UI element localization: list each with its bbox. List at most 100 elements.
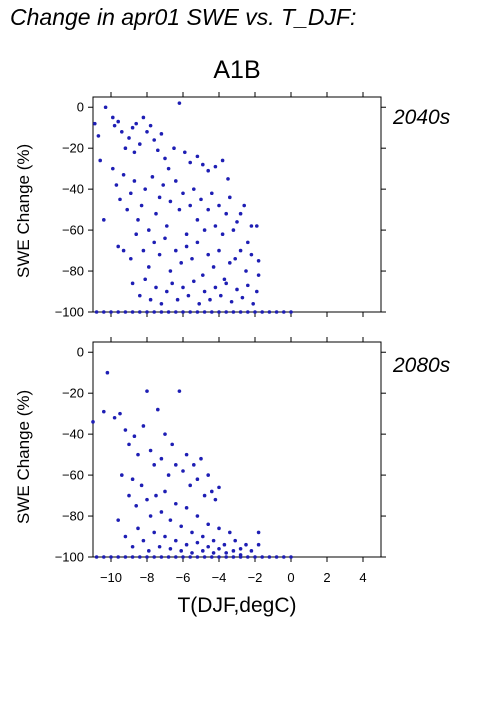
data-point bbox=[231, 310, 236, 314]
data-point bbox=[210, 489, 214, 494]
data-point bbox=[138, 555, 142, 559]
data-point bbox=[192, 187, 196, 191]
data-point bbox=[130, 281, 135, 286]
data-point bbox=[224, 281, 228, 286]
data-point bbox=[217, 526, 221, 531]
data-point bbox=[206, 168, 210, 173]
data-point bbox=[246, 283, 250, 288]
data-point bbox=[195, 540, 200, 545]
data-point bbox=[217, 203, 221, 208]
data-point bbox=[102, 218, 106, 222]
data-point bbox=[147, 228, 151, 232]
data-point bbox=[145, 555, 149, 559]
data-point bbox=[201, 273, 205, 277]
data-point bbox=[246, 240, 250, 245]
data-point bbox=[210, 310, 214, 314]
data-point bbox=[152, 240, 156, 245]
data-point bbox=[267, 310, 272, 314]
data-point bbox=[188, 483, 192, 488]
panel-label-2040s: 2040s bbox=[393, 106, 451, 129]
data-point bbox=[222, 277, 227, 282]
data-point bbox=[195, 477, 200, 481]
data-point bbox=[254, 289, 259, 294]
data-point bbox=[244, 269, 248, 273]
data-point bbox=[181, 469, 185, 473]
data-point bbox=[141, 115, 146, 120]
data-point bbox=[123, 146, 128, 150]
data-point bbox=[177, 207, 182, 212]
data-point bbox=[161, 183, 165, 187]
data-point bbox=[163, 236, 167, 241]
data-point bbox=[184, 244, 189, 249]
data-point bbox=[202, 228, 207, 232]
data-point bbox=[177, 389, 182, 393]
data-point bbox=[94, 555, 99, 559]
data-point bbox=[238, 310, 243, 314]
data-point bbox=[246, 310, 250, 314]
data-point bbox=[231, 555, 236, 559]
data-point bbox=[165, 289, 169, 294]
data-point bbox=[112, 415, 117, 420]
data-point bbox=[244, 542, 248, 547]
data-point bbox=[249, 252, 254, 257]
data-point bbox=[168, 269, 173, 273]
y-tick-label: −40 bbox=[62, 427, 84, 442]
plot-frame-1 bbox=[92, 341, 382, 558]
data-point bbox=[116, 555, 120, 559]
data-point bbox=[260, 555, 265, 559]
data-point bbox=[121, 248, 126, 253]
data-point bbox=[256, 530, 261, 535]
data-point bbox=[138, 310, 142, 314]
data-point bbox=[168, 547, 173, 551]
data-point bbox=[274, 310, 279, 314]
y-tick-label: −20 bbox=[62, 141, 84, 156]
data-point bbox=[184, 232, 189, 236]
data-point bbox=[206, 522, 210, 527]
y-tick-label: −60 bbox=[62, 468, 84, 483]
data-point bbox=[220, 158, 225, 163]
data-point bbox=[202, 310, 207, 314]
data-point bbox=[154, 285, 158, 290]
data-point bbox=[233, 256, 237, 261]
data-point bbox=[267, 555, 272, 559]
data-point bbox=[192, 463, 196, 467]
data-point bbox=[141, 538, 146, 543]
data-point bbox=[134, 504, 138, 508]
data-point bbox=[159, 132, 164, 136]
data-point bbox=[166, 473, 171, 477]
data-point bbox=[145, 389, 149, 393]
data-point bbox=[174, 501, 178, 506]
data-point bbox=[195, 240, 200, 245]
data-point bbox=[129, 191, 133, 196]
scenario-label: A1B bbox=[213, 56, 261, 84]
x-tick-label: −10 bbox=[100, 570, 122, 585]
data-point bbox=[274, 555, 279, 559]
data-point bbox=[123, 310, 128, 314]
panel-label-2080s: 2080s bbox=[393, 354, 451, 377]
y-tick-label: −100 bbox=[55, 550, 84, 565]
data-point bbox=[206, 473, 210, 477]
data-point bbox=[174, 310, 178, 314]
data-point bbox=[127, 136, 131, 140]
data-point bbox=[136, 526, 140, 531]
data-point bbox=[152, 530, 156, 535]
y-tick-label: 0 bbox=[77, 345, 84, 360]
data-point bbox=[217, 547, 221, 551]
data-point bbox=[134, 232, 138, 236]
data-point bbox=[190, 256, 194, 261]
data-point bbox=[253, 555, 257, 559]
data-point bbox=[98, 158, 102, 163]
data-point bbox=[224, 211, 228, 216]
data-point bbox=[199, 197, 203, 202]
data-point bbox=[136, 452, 140, 457]
x-axis-label: T(DJF,degC) bbox=[177, 594, 297, 617]
data-point bbox=[111, 166, 115, 171]
data-point bbox=[109, 555, 113, 559]
data-point bbox=[175, 297, 180, 302]
data-point bbox=[195, 514, 200, 518]
data-point bbox=[125, 207, 129, 212]
data-point bbox=[211, 538, 216, 543]
data-point bbox=[174, 538, 178, 543]
data-point bbox=[130, 310, 135, 314]
data-point bbox=[157, 195, 162, 200]
